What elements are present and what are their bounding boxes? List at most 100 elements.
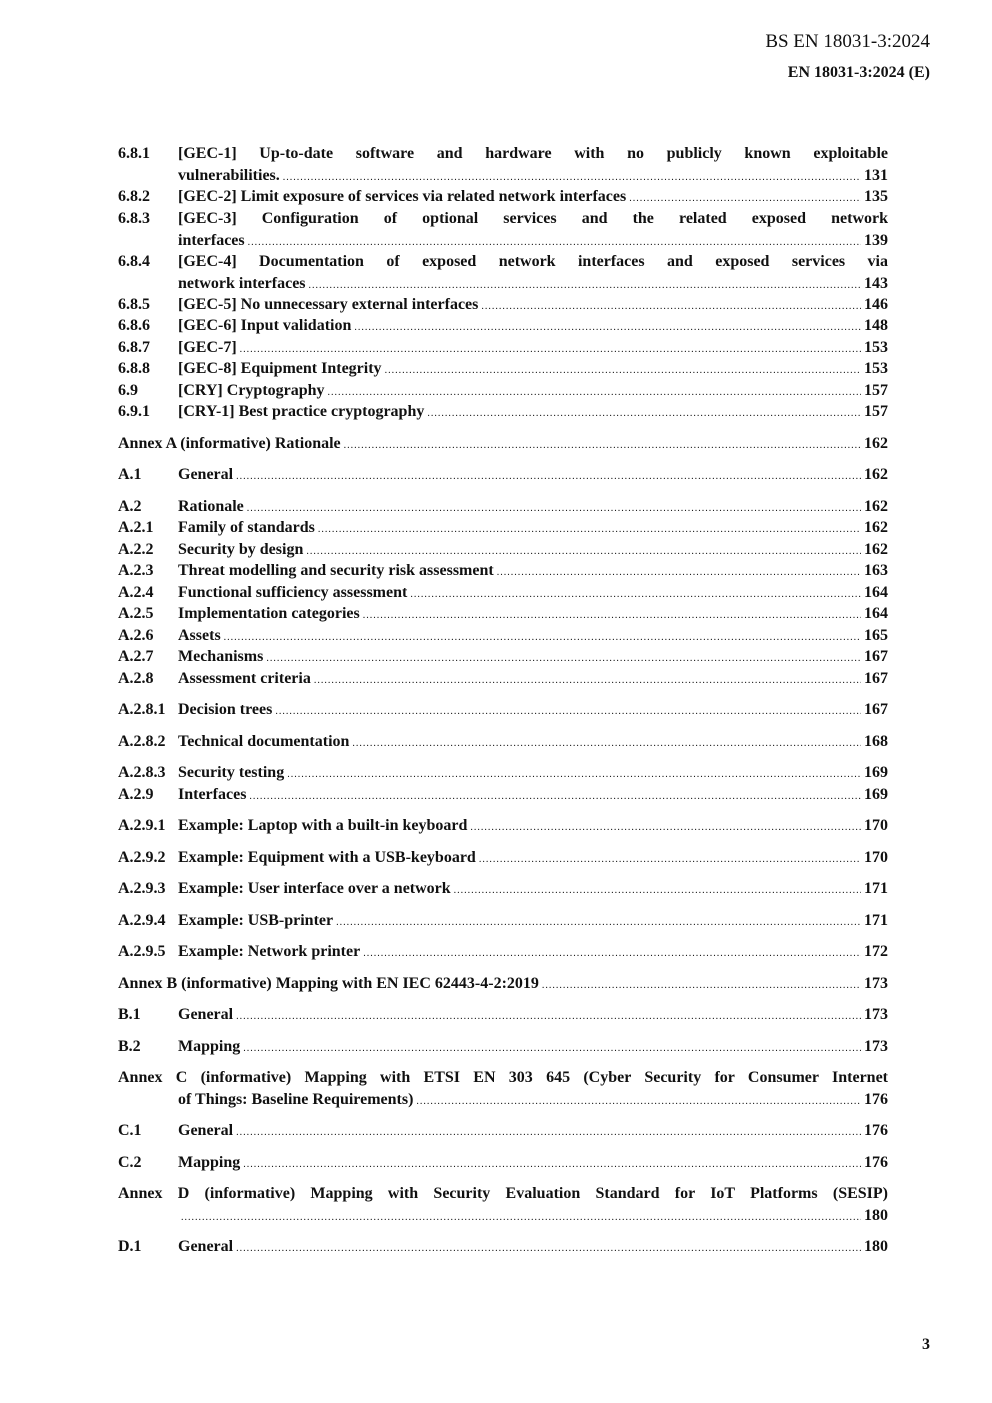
toc-entry[interactable]: 6.8.3 [GEC-3] Configuration of optional s… — [118, 208, 888, 253]
dot-leader — [236, 1122, 861, 1144]
toc-entry[interactable]: A.2.7 Mechanisms 167 — [118, 646, 888, 670]
toc-title: General — [178, 466, 234, 483]
toc-page-number: 162 — [864, 541, 888, 558]
toc-page-number: 164 — [864, 584, 888, 601]
toc-entry[interactable]: 6.8.1 [GEC-1] Up-to-date software and har… — [118, 143, 888, 188]
toc-entry[interactable]: D.1 General 180 — [118, 1236, 888, 1260]
toc-page-number: 180 — [864, 1238, 888, 1255]
toc-entry[interactable]: B.2 Mapping 173 — [118, 1036, 888, 1060]
toc-page-number: 153 — [864, 339, 888, 356]
toc-title: Functional sufficiency assessment — [178, 584, 408, 601]
toc-title: Technical documentation — [178, 733, 350, 750]
toc-entry[interactable]: C.2 Mapping 176 — [118, 1152, 888, 1176]
dot-leader — [283, 167, 861, 189]
dot-leader — [314, 670, 861, 692]
toc-page-number: 171 — [864, 912, 888, 929]
dot-leader — [275, 701, 861, 723]
toc-entry[interactable]: A.2.9.3 Example: User interface over a ne… — [118, 878, 888, 902]
toc-page-number: 171 — [864, 880, 888, 897]
toc-entry[interactable]: 6.8.6 [GEC-6] Input validation 148 — [118, 315, 888, 339]
toc-title: Mapping — [178, 1038, 241, 1055]
toc-entry[interactable]: A.2.9.5 Example: Network printer 172 — [118, 941, 888, 965]
toc-entry[interactable]: 6.9.1 [CRY-1] Best practice cryptography 1… — [118, 401, 888, 425]
toc-number: 6.8.6 — [118, 317, 150, 334]
toc-number: A.2.2 — [118, 541, 154, 558]
toc-entry[interactable]: 6.8.8 [GEC-8] Equipment Integrity 153 — [118, 358, 888, 382]
toc-number: 6.8.2 — [118, 188, 150, 205]
toc-number: 6.8.1 — [118, 145, 150, 162]
toc-number: A.2.9 — [118, 786, 154, 803]
toc-number: 6.8.5 — [118, 296, 150, 313]
toc-entry[interactable]: 6.8.7 [GEC-7] 153 — [118, 337, 888, 361]
toc-title: [GEC-2] Limit exposure of services via r… — [178, 188, 627, 205]
toc-entry[interactable]: A.2.8.3 Security testing 169 — [118, 762, 888, 786]
dot-leader — [236, 1006, 861, 1028]
toc-title-line1: [GEC-3] Configuration of optional servic… — [178, 210, 888, 227]
toc-entry[interactable]: Annex B (informative) Mapping with EN IE… — [118, 973, 888, 997]
toc-entry[interactable]: Annex A (informative) Rationale 162 — [118, 433, 888, 457]
toc-entry[interactable]: A.2.1 Family of standards 162 — [118, 517, 888, 541]
toc-entry[interactable]: A.2.9.4 Example: USB-printer 171 — [118, 910, 888, 934]
toc-entry[interactable]: C.1 General 176 — [118, 1120, 888, 1144]
toc-title: vulnerabilities. — [178, 166, 280, 184]
page-number: 3 — [922, 1336, 930, 1353]
dot-leader — [243, 1038, 861, 1060]
toc-title: Decision trees — [178, 701, 273, 718]
toc-page-number: 169 — [864, 764, 888, 781]
toc-entry[interactable]: A.2 Rationale 162 — [118, 496, 888, 520]
toc-page-number: 163 — [864, 562, 888, 579]
toc-entry[interactable]: 6.8.4 [GEC-4] Documentation of exposed ne… — [118, 251, 888, 296]
toc-title: Example: Equipment with a USB-keyboard — [178, 849, 476, 866]
toc-page-number: 162 — [864, 435, 888, 452]
toc-entry[interactable]: A.2.9 Interfaces 169 — [118, 784, 888, 808]
toc-entry[interactable]: Annex D (informative) Mapping with Secur… — [118, 1183, 888, 1228]
toc-entry[interactable]: 6.9 [CRY] Cryptography 157 — [118, 380, 888, 404]
toc-number: 6.8.8 — [118, 360, 150, 377]
toc-entry[interactable]: A.2.8.1 Decision trees 167 — [118, 699, 888, 723]
toc-page-number: 146 — [864, 296, 888, 313]
toc-title: Example: User interface over a network — [178, 880, 451, 897]
toc-number: B.2 — [118, 1038, 141, 1055]
toc-entry[interactable]: Annex C (informative) Mapping with ETSI … — [118, 1067, 888, 1112]
dot-leader — [318, 519, 861, 541]
toc-page-number: 167 — [864, 648, 888, 665]
toc-title: [GEC-7] — [178, 339, 237, 356]
toc-page-number: 173 — [864, 1038, 888, 1055]
toc-title: Implementation categories — [178, 605, 360, 622]
dot-leader — [309, 275, 861, 297]
toc-entry[interactable]: A.2.3 Threat modelling and security risk … — [118, 560, 888, 584]
dot-leader — [385, 360, 861, 382]
toc-entry[interactable]: A.1 General 162 — [118, 464, 888, 488]
toc-entry[interactable]: A.2.9.1 Example: Laptop with a built-in k… — [118, 815, 888, 839]
toc-entry[interactable]: 6.8.5 [GEC-5] No unnecessary external int… — [118, 294, 888, 318]
toc-entry[interactable]: A.2.2 Security by design 162 — [118, 539, 888, 563]
dot-leader — [354, 317, 861, 339]
toc-title: Example: USB-printer — [178, 912, 334, 929]
toc-page-number: 164 — [864, 605, 888, 622]
toc-number: D.1 — [118, 1238, 142, 1255]
toc-entry[interactable]: A.2.4 Functional sufficiency assessment 16… — [118, 582, 888, 606]
toc-entry[interactable]: B.1 General 173 — [118, 1004, 888, 1028]
toc-entry[interactable]: A.2.8.2 Technical documentation 168 — [118, 731, 888, 755]
toc-title-line1: Annex C (informative) Mapping with ETSI … — [118, 1069, 888, 1086]
dot-leader — [416, 1091, 861, 1113]
dot-leader — [363, 943, 861, 965]
toc-entry[interactable]: A.2.8 Assessment criteria 167 — [118, 668, 888, 692]
toc-number: 6.9.1 — [118, 403, 150, 420]
toc-page-number: 170 — [864, 849, 888, 866]
toc-entry[interactable]: A.2.9.2 Example: Equipment with a USB-key… — [118, 847, 888, 871]
toc-number: A.2.8.1 — [118, 701, 166, 718]
toc-title: [CRY-1] Best practice cryptography — [178, 403, 425, 420]
toc-number: A.2.6 — [118, 627, 154, 644]
toc-entry[interactable]: A.2.5 Implementation categories 164 — [118, 603, 888, 627]
toc-entry[interactable]: A.2.6 Assets 165 — [118, 625, 888, 649]
toc-title: General — [178, 1238, 234, 1255]
toc-title: Assets — [178, 627, 221, 644]
toc-page-number: 139 — [864, 231, 888, 249]
toc-entry[interactable]: 6.8.2 [GEC-2] Limit exposure of services … — [118, 186, 888, 210]
toc-page-number: 176 — [864, 1122, 888, 1139]
toc-title: Interfaces — [178, 786, 247, 803]
toc-number: C.2 — [118, 1154, 142, 1171]
toc-title-line1: [GEC-4] Documentation of exposed network… — [178, 253, 888, 270]
toc-page-number: 172 — [864, 943, 888, 960]
